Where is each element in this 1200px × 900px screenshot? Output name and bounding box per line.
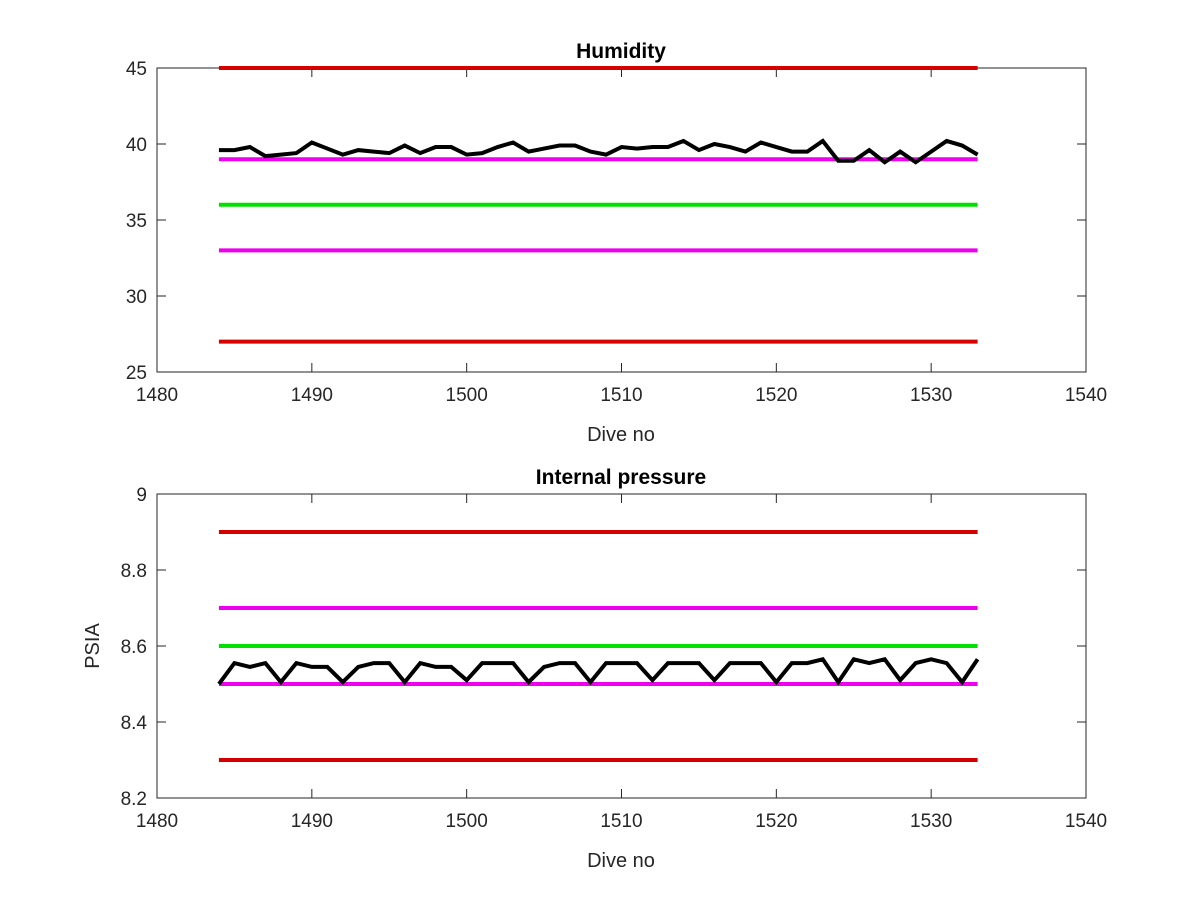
pressure-axes: 1480 1490 1500 1510 1520 1530 1540 8.2 8.4 8.6 8.8… <box>121 485 1108 832</box>
pressure-x-tick-label: 1530 <box>910 811 952 832</box>
pressure-x-tick-label: 1510 <box>600 811 642 832</box>
humidity-x-tick-label: 1530 <box>910 385 952 406</box>
humidity-y-tick-label: 30 <box>126 287 147 308</box>
humidity-x-tick-label: 1520 <box>755 385 797 406</box>
pressure-y-tick-label: 8.6 <box>121 637 147 658</box>
humidity-x-tick-label: 1510 <box>600 385 642 406</box>
humidity-y-tick-label: 35 <box>126 211 147 232</box>
humidity-x-axis-label: Dive no <box>587 424 655 446</box>
pressure-panel: 1480 1490 1500 1510 1520 1530 1540 8.2 8.4 8.6 8.8… <box>82 466 1107 872</box>
pressure-series-line-5 <box>217 657 980 686</box>
humidity-y-tick-label: 25 <box>126 363 147 384</box>
pressure-y-tick-label: 8.2 <box>121 789 147 810</box>
humidity-plot-area <box>156 67 1087 373</box>
pressure-x-tick-label: 1480 <box>136 811 178 832</box>
humidity-title: Humidity <box>576 40 666 63</box>
humidity-y-tick-label: 40 <box>126 135 147 156</box>
pressure-y-tick-label: 8.4 <box>121 713 148 734</box>
humidity-x-tick-label: 1480 <box>136 385 178 406</box>
humidity-x-tick-label: 1490 <box>291 385 333 406</box>
pressure-x-tick-label: 1500 <box>446 811 488 832</box>
humidity-axes: 1480 1490 1500 1510 1520 1530 1540 25 30 35 40 45 <box>126 59 1107 406</box>
humidity-panel: 1480 1490 1500 1510 1520 1530 1540 25 30 35 40 45 H… <box>126 40 1107 446</box>
pressure-y-axis-label: PSIA <box>82 623 104 669</box>
pressure-y-tick-label: 9 <box>136 485 147 506</box>
pressure-title: Internal pressure <box>536 466 706 489</box>
humidity-x-tick-label: 1540 <box>1065 385 1107 406</box>
humidity-x-tick-label: 1500 <box>446 385 488 406</box>
pressure-x-tick-label: 1540 <box>1065 811 1107 832</box>
humidity-y-tick-label: 45 <box>126 59 147 80</box>
pressure-x-axis-label: Dive no <box>587 850 655 872</box>
humidity-series-line-5 <box>218 138 979 165</box>
pressure-x-tick-label: 1520 <box>755 811 797 832</box>
pressure-x-tick-label: 1490 <box>291 811 333 832</box>
pressure-y-tick-label: 8.8 <box>121 561 147 582</box>
